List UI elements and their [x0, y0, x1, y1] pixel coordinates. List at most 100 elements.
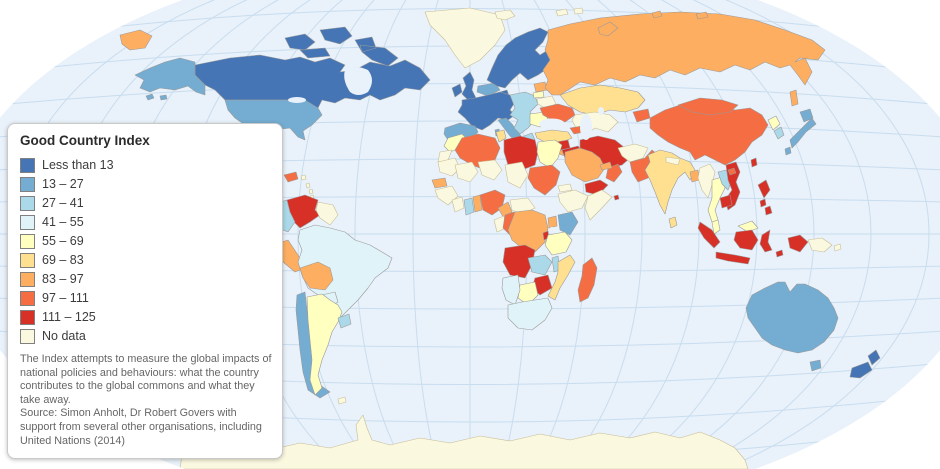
country-malaysia-borneo[interactable] [737, 220, 759, 233]
country-guyanas[interactable] [315, 201, 339, 226]
inland-seas [288, 67, 604, 233]
country-togo-benin[interactable] [472, 194, 483, 213]
legend-label-b1: Less than 13 [42, 158, 114, 172]
country-malaysia[interactable] [711, 219, 721, 235]
legend-item-b7: 83 – 97 [20, 270, 272, 289]
country-svalbard[interactable] [494, 9, 516, 21]
country-united-states[interactable] [224, 99, 323, 141]
country-sudan[interactable] [527, 164, 561, 196]
country-russia-chukotka[interactable] [119, 29, 153, 51]
country-south-africa[interactable] [507, 297, 553, 331]
country-canada-arctic[interactable] [284, 26, 399, 67]
legend-item-b8: 97 – 111 [20, 289, 272, 308]
country-tunisia[interactable] [495, 129, 507, 143]
country-angola[interactable] [502, 244, 536, 279]
country-myanmar[interactable] [697, 163, 716, 199]
country-kenya[interactable] [557, 211, 579, 236]
country-ivory-coast[interactable] [451, 196, 465, 213]
country-nepal[interactable] [665, 156, 681, 166]
country-estonia-latvia[interactable] [533, 81, 548, 93]
country-zambia[interactable] [527, 254, 553, 276]
legend-swatch-b2 [20, 177, 35, 192]
country-australia[interactable] [745, 281, 839, 354]
legend-label-b8: 97 – 111 [42, 291, 89, 305]
country-dominican-republic[interactable] [283, 171, 299, 183]
country-mauritania[interactable] [437, 157, 461, 177]
country-arctic-islands-ru[interactable] [651, 10, 709, 20]
legend-swatch-b6 [20, 253, 35, 268]
country-puerto-rico[interactable] [300, 174, 307, 181]
country-argentina[interactable] [306, 293, 343, 396]
legend-item-b5: 55 – 69 [20, 232, 272, 251]
legend-item-b6: 69 – 83 [20, 251, 272, 270]
legend-item-nodata: No data [20, 327, 272, 346]
country-falklands[interactable] [337, 396, 347, 405]
country-saudi-arabia[interactable] [564, 147, 606, 183]
country-tasmania[interactable] [809, 359, 822, 372]
legend-swatch-nodata [20, 329, 35, 344]
country-kazakhstan[interactable] [559, 84, 646, 116]
country-lithuania[interactable] [532, 90, 545, 99]
country-uruguay[interactable] [337, 313, 352, 329]
legend-swatch-b9 [20, 310, 35, 325]
country-bangladesh[interactable] [689, 169, 700, 183]
country-mozambique[interactable] [547, 254, 576, 301]
country-philippines[interactable] [757, 179, 773, 216]
country-bolivia[interactable] [299, 261, 334, 291]
country-cambodia[interactable] [719, 194, 733, 209]
country-indonesia[interactable] [697, 221, 809, 265]
country-eritrea[interactable] [557, 183, 573, 193]
country-niger[interactable] [477, 159, 503, 181]
country-uae-qatar[interactable] [599, 161, 613, 171]
legend-swatch-b8 [20, 291, 35, 306]
country-libya[interactable] [503, 135, 539, 171]
country-north-korea[interactable] [767, 115, 781, 131]
legend-label-b6: 69 – 83 [42, 253, 84, 267]
country-taiwan[interactable] [750, 157, 758, 168]
legend-label-b7: 83 – 97 [42, 272, 84, 286]
country-japan[interactable] [784, 108, 817, 156]
legend-swatch-b7 [20, 272, 35, 287]
legend-description: The Index attempts to measure the global… [20, 353, 272, 406]
country-india[interactable] [644, 149, 696, 215]
country-mongolia[interactable] [677, 97, 739, 116]
country-ghana[interactable] [463, 197, 475, 216]
legend-label-b4: 41 – 55 [42, 215, 84, 229]
country-russia[interactable] [542, 11, 826, 107]
country-tanzania[interactable] [544, 231, 573, 256]
country-antarctica[interactable] [179, 414, 749, 469]
country-franz-josef[interactable] [555, 7, 584, 17]
country-uganda[interactable] [547, 215, 558, 229]
legend-label-b3: 27 – 41 [42, 196, 84, 210]
country-sri-lanka[interactable] [668, 216, 678, 229]
country-madagascar[interactable] [577, 257, 598, 303]
country-senegal[interactable] [431, 177, 448, 189]
legend-item-b1: Less than 13 [20, 156, 272, 175]
legend-label-b5: 55 – 69 [42, 234, 84, 248]
country-greenland[interactable] [424, 7, 506, 69]
legend-item-b9: 111 – 125 [20, 308, 272, 327]
country-dr-congo[interactable] [507, 209, 549, 253]
country-egypt[interactable] [536, 139, 563, 169]
country-somalia[interactable] [584, 189, 613, 221]
country-papua-new-guinea[interactable] [807, 237, 842, 253]
country-scandinavia[interactable] [486, 27, 554, 89]
legend-items: Less than 13 13 – 27 27 – 41 41 – 55 55 – 69… [20, 156, 272, 346]
legend-swatch-b4 [20, 215, 35, 230]
legend-source: Source: Simon Anholt, Dr Robert Govers w… [20, 407, 262, 447]
legend-label-nodata: No data [42, 329, 86, 343]
country-south-korea[interactable] [773, 126, 785, 140]
legend-panel: Good Country Index Less than 13 13 – 27 27… [7, 123, 283, 460]
country-ireland[interactable] [451, 83, 463, 98]
country-novaya-zemlya[interactable] [597, 21, 619, 37]
country-ukraine[interactable] [539, 103, 576, 123]
country-afghanistan[interactable] [617, 143, 649, 163]
country-chad[interactable] [504, 161, 529, 189]
country-ethiopia[interactable] [557, 189, 589, 213]
legend-swatch-b3 [20, 196, 35, 211]
country-iceland[interactable] [476, 82, 501, 97]
country-alaska[interactable] [134, 57, 206, 101]
country-mali[interactable] [454, 161, 479, 183]
country-new-zealand[interactable] [849, 349, 881, 379]
